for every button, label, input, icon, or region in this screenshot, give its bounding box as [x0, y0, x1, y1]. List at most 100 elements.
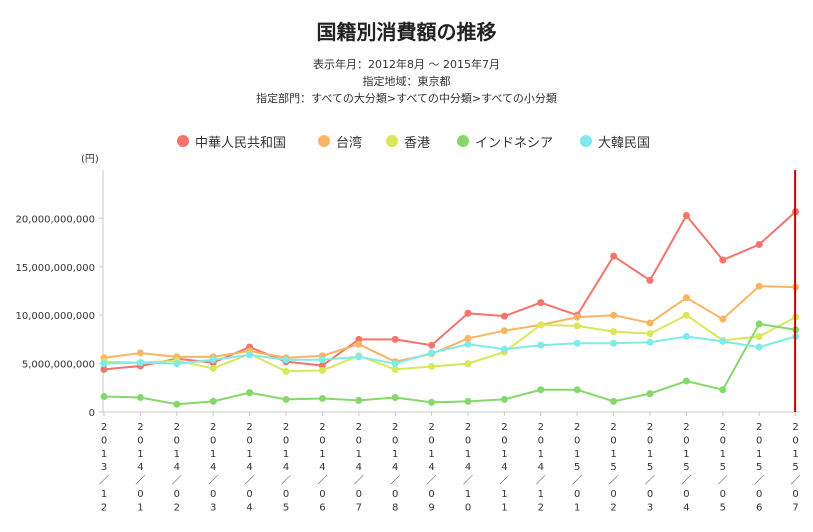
data-point-korea: [719, 337, 727, 345]
data-point-indonesia: [428, 398, 436, 406]
data-point-taiwan: [464, 334, 472, 342]
x-tick-label: 2 0 1 4 ／ 1 1: [499, 422, 509, 513]
x-tick-label: 2 0 1 4 ／ 0 7: [354, 422, 364, 513]
y-unit-label: (円): [81, 154, 99, 165]
x-tick-label: 2 0 1 4 ／ 0 8: [390, 422, 400, 513]
y-tick-label: 20,000,000,000: [15, 214, 95, 225]
data-point-indonesia: [209, 397, 217, 405]
x-tick-label: 2 0 1 4 ／ 0 2: [172, 422, 182, 513]
data-point-indonesia: [464, 397, 472, 405]
data-point-korea: [282, 356, 290, 364]
data-point-korea: [464, 340, 472, 348]
data-point-china: [537, 299, 545, 307]
legend-dot-korea: [580, 135, 592, 147]
data-point-china: [500, 312, 508, 320]
data-point-korea: [391, 360, 399, 368]
legend-dot-china: [177, 135, 189, 147]
data-point-china: [464, 309, 472, 317]
data-point-china: [428, 341, 436, 349]
y-tick-label: 15,000,000,000: [15, 263, 95, 274]
series-line-hongkong: [103, 314, 797, 373]
x-tick-label: 2 0 1 4 ／ 0 4: [245, 422, 255, 513]
series-line-korea: [103, 335, 796, 365]
data-point-hongkong: [391, 365, 399, 373]
data-point-korea: [682, 332, 690, 340]
data-point-hongkong: [318, 366, 326, 374]
data-point-china: [682, 211, 690, 219]
data-point-indonesia: [755, 320, 763, 328]
data-point-korea: [537, 341, 545, 349]
x-tick-label: 2 0 1 5 ／ 0 4: [681, 422, 691, 513]
data-point-hongkong: [755, 332, 763, 340]
data-point-taiwan: [682, 294, 690, 302]
series-line-taiwan: [103, 285, 796, 363]
data-point-indonesia: [646, 390, 654, 398]
legend-item-indonesia[interactable]: インドネシア: [457, 130, 553, 152]
y-tick-label: 10,000,000,000: [15, 311, 95, 322]
x-tick-label: 2 0 1 5 ／ 0 6: [754, 422, 764, 513]
data-point-korea: [610, 339, 618, 347]
x-tick-label: 2 0 1 5 ／ 0 5: [718, 422, 728, 513]
data-point-indonesia: [682, 377, 690, 385]
data-point-korea: [500, 345, 508, 353]
legend-item-taiwan[interactable]: 台湾: [318, 130, 362, 152]
x-tick-label: 2 0 1 5 ／ 0 2: [609, 422, 619, 513]
x-tick-label: 2 0 1 4 ／ 0 9: [427, 422, 437, 513]
x-tick-label: 2 0 1 3 ／ 1 2: [99, 422, 109, 513]
data-point-indonesia: [100, 393, 108, 401]
legend-dot-indonesia: [457, 135, 469, 147]
data-point-taiwan: [719, 315, 727, 323]
legend-label-korea: 大韓民国: [598, 135, 651, 151]
data-point-indonesia: [282, 395, 290, 403]
legend-label-china: 中華人民共和国: [195, 135, 287, 151]
x-tick-label: 2 0 1 4 ／ 0 3: [208, 422, 218, 513]
data-point-taiwan: [136, 349, 144, 357]
data-point-hongkong: [610, 328, 618, 336]
x-tick-label: 2 0 1 4 ／ 0 5: [281, 422, 291, 513]
x-tick-label: 2 0 1 4 ／ 1 0: [463, 422, 473, 513]
data-point-korea: [755, 343, 763, 351]
data-point-hongkong: [282, 367, 290, 375]
data-point-indonesia: [719, 386, 727, 394]
series-line-china: [103, 210, 797, 371]
legend-label-taiwan: 台湾: [336, 135, 363, 151]
data-point-korea: [428, 349, 436, 357]
data-point-china: [318, 362, 326, 370]
data-point-hongkong: [646, 330, 654, 338]
data-point-korea: [100, 360, 108, 368]
region-label: 指定地域：東京都: [362, 75, 451, 88]
data-point-hongkong: [682, 311, 690, 319]
data-point-korea: [136, 359, 144, 367]
y-tick-label: 5,000,000,000: [22, 360, 95, 371]
chart-title: 国籍別消費額の推移: [316, 20, 497, 44]
legend-item-korea[interactable]: 大韓民国: [580, 130, 650, 152]
series-line-indonesia: [103, 322, 796, 406]
data-point-taiwan: [500, 327, 508, 335]
data-point-indonesia: [391, 393, 399, 401]
data-point-hongkong: [428, 363, 436, 371]
x-tick-label: 2 0 1 4 ／ 0 6: [317, 422, 327, 513]
x-tick-label: 2 0 1 5 ／ 0 3: [645, 422, 655, 513]
data-point-hongkong: [464, 360, 472, 368]
x-tick-label: 2 0 1 4 ／ 1 2: [536, 422, 546, 513]
x-tick-label: 2 0 1 4 ／ 0 1: [135, 422, 145, 513]
data-point-hongkong: [537, 321, 545, 329]
data-point-indonesia: [610, 397, 618, 405]
legend-item-china[interactable]: 中華人民共和国: [177, 130, 286, 152]
data-point-china: [355, 335, 363, 343]
data-point-korea: [573, 339, 581, 347]
x-tick-label: 2 0 1 5 ／ 0 7: [791, 422, 801, 513]
legend-item-hongkong[interactable]: 香港: [386, 130, 430, 152]
data-point-korea: [246, 351, 254, 359]
data-point-china: [100, 365, 108, 373]
data-point-taiwan: [355, 340, 363, 348]
data-point-indonesia: [500, 395, 508, 403]
data-point-korea: [173, 360, 181, 368]
data-point-korea: [355, 353, 363, 361]
data-point-china: [391, 335, 399, 343]
data-point-korea: [646, 338, 654, 346]
legend-dot-taiwan: [318, 135, 330, 147]
data-point-korea: [318, 356, 326, 364]
legend-label-hongkong: 香港: [404, 135, 431, 151]
